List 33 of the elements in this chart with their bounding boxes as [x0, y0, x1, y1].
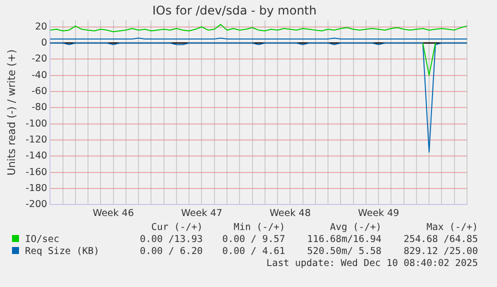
y-tick-label: -100	[26, 118, 48, 130]
chart-title: IOs for /dev/sda - by month	[152, 3, 317, 18]
text: 0.00 / 4.61	[221, 246, 286, 258]
legend-label: IO/sec	[24, 234, 60, 246]
text: 0.00 /13.93	[138, 234, 204, 246]
y-tick-label: -160	[26, 166, 48, 178]
y-tick-label: -60	[32, 86, 48, 97]
text: 520.50m/ 5.58	[306, 246, 383, 258]
legend-label: Req Size (KB)	[24, 246, 100, 258]
x-tick-label: Week 48	[270, 208, 311, 219]
y-tick-label: -200	[26, 199, 48, 210]
y-tick-label: -140	[26, 150, 48, 162]
y-tick-label: -180	[26, 182, 48, 194]
y-tick-label: -20	[32, 54, 48, 65]
text: Max (-/+)	[426, 222, 479, 234]
text: 0.00 / 6.20	[138, 246, 204, 258]
text: Last update: Wed Dec 10 08:40:02 2025	[265, 258, 479, 270]
y-tick-label: -120	[26, 134, 48, 146]
text: Cur (-/+)	[150, 222, 204, 234]
y-tick-label: -40	[32, 70, 48, 81]
text: Min (-/+)	[232, 222, 286, 234]
text: 0.00 / 9.57	[221, 234, 286, 246]
text: 254.68 /64.85	[402, 234, 479, 246]
x-tick-label: Week 47	[181, 208, 222, 219]
y-tick-label: 0	[41, 37, 48, 48]
text: Avg (-/+)	[329, 222, 383, 234]
text: 116.68m/16.94	[306, 234, 383, 246]
text: 829.12 /25.00	[402, 246, 479, 258]
x-tick-label: Week 49	[358, 208, 400, 219]
y-axis-title: Units read (-) / write (+)	[6, 49, 18, 176]
y-tick-label: -80	[32, 102, 48, 114]
x-tick-label: Week 46	[92, 208, 134, 219]
y-tick-label: 20	[35, 21, 48, 32]
